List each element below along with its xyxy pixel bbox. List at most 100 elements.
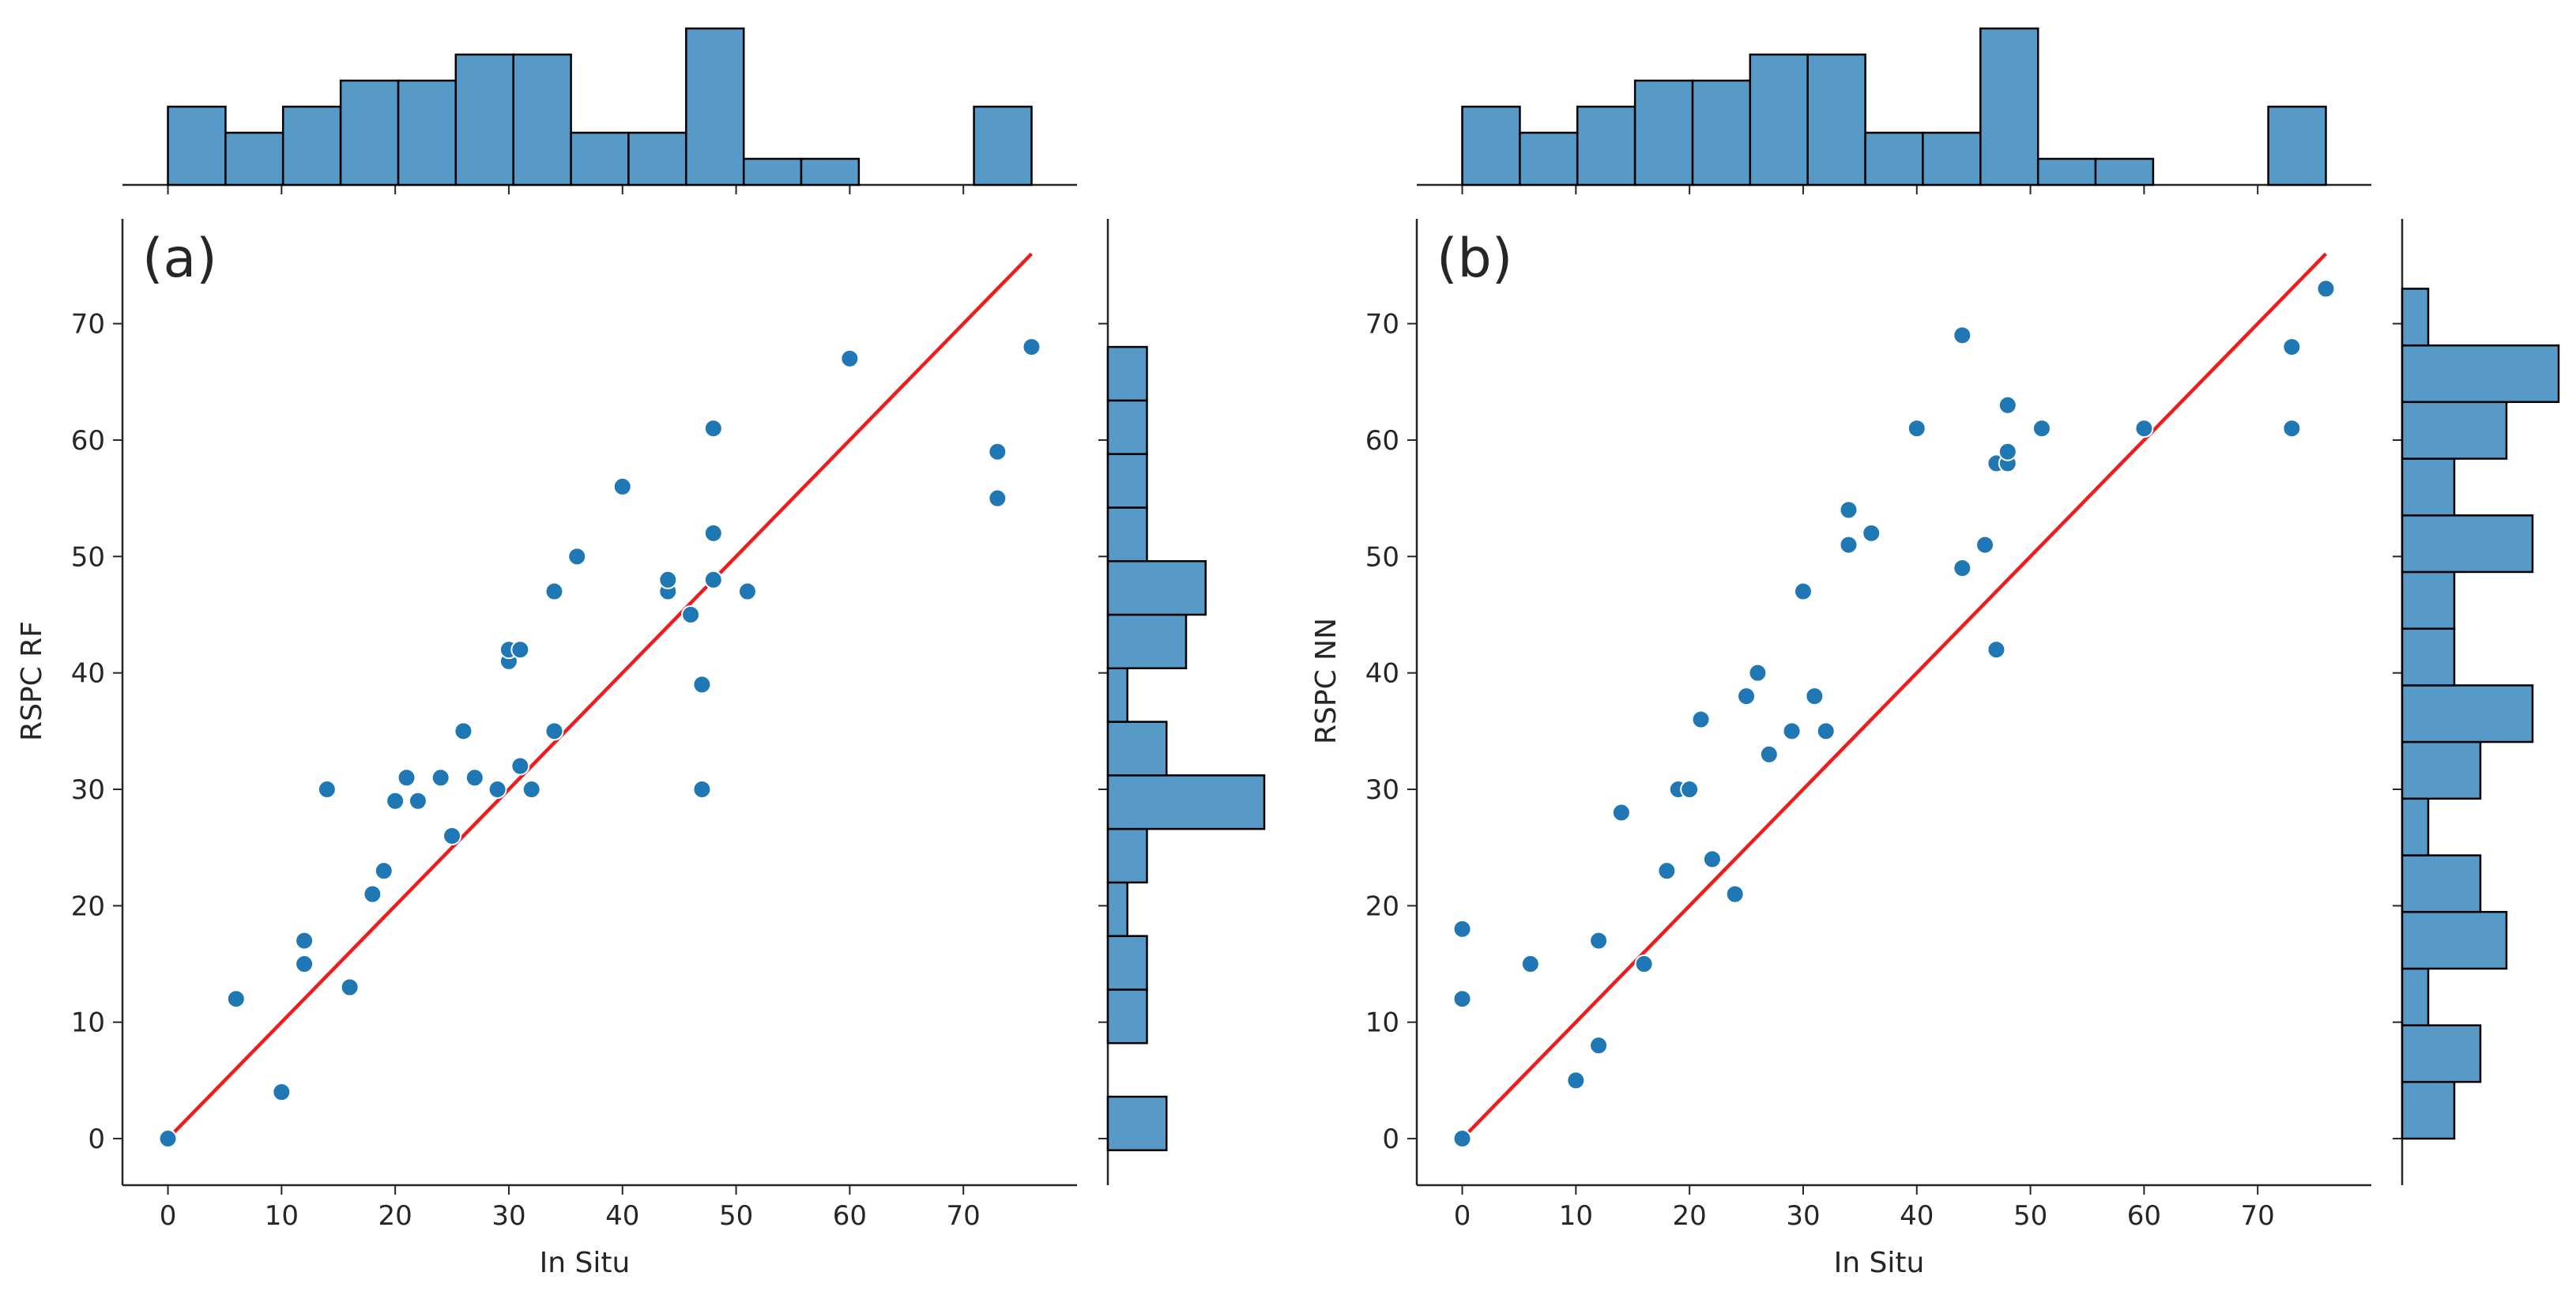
data-point — [612, 476, 632, 496]
y-tick-label: 40 — [1365, 658, 1399, 690]
right-hist-bar — [1106, 667, 1128, 723]
panel-b-plot-area: 0 10 20 30 40 50 60 70 0 10 20 30 40 50 60 70 — [1365, 219, 2371, 1232]
data-point — [1452, 989, 1472, 1009]
top-hist-bar — [1806, 53, 1866, 186]
x-tick-label: 20 — [1673, 1200, 1707, 1232]
data-point — [1839, 500, 1859, 520]
data-point — [374, 861, 394, 881]
right-hist-bar — [2401, 740, 2482, 800]
x-tick-label: 10 — [265, 1200, 299, 1232]
right-hist-bar — [2401, 570, 2456, 630]
data-point — [431, 768, 450, 788]
top-hist-bar — [2094, 157, 2155, 186]
panel-a-x-axis-label: In Situ — [540, 1247, 631, 1279]
panel-b-x-axis-label: In Situ — [1834, 1247, 1925, 1279]
data-point — [1805, 687, 1825, 706]
data-point — [1725, 884, 1745, 904]
data-point — [226, 989, 246, 1009]
top-hist-bar — [454, 53, 514, 186]
data-point — [1987, 640, 2006, 660]
top-hist-bar — [1633, 79, 1694, 186]
y-tick-label: 70 — [71, 309, 105, 341]
data-point — [1748, 663, 1768, 683]
data-point — [1953, 559, 1972, 578]
data-point — [988, 442, 1007, 461]
data-point — [692, 780, 712, 800]
top-hist-bar — [512, 53, 572, 186]
right-hist-bar — [1106, 453, 1148, 509]
right-hist-bar — [1106, 881, 1128, 937]
top-hist-bar — [339, 79, 400, 186]
top-hist-bar — [397, 79, 458, 186]
data-point — [703, 570, 723, 589]
top-hist-bar — [685, 27, 745, 186]
x-tick-label: 0 — [1454, 1200, 1471, 1232]
data-point — [2282, 337, 2302, 357]
data-point — [840, 348, 860, 368]
panel-a-top-histogram — [122, 27, 1077, 194]
data-point — [1975, 535, 1995, 555]
panel-a-y-axis-label: RSPC RF — [16, 621, 48, 741]
x-tick-label: 50 — [719, 1200, 753, 1232]
right-hist-bar — [2401, 1081, 2456, 1140]
data-point — [1793, 582, 1813, 601]
x-tick-label: 50 — [2013, 1200, 2047, 1232]
data-point — [2282, 419, 2302, 439]
data-point — [544, 721, 564, 741]
y-tick-label: 20 — [71, 890, 105, 922]
data-point — [2316, 279, 2336, 299]
data-point — [1611, 803, 1631, 823]
data-point — [1702, 849, 1722, 869]
data-point — [1839, 535, 1859, 555]
y-tick-label: 50 — [71, 541, 105, 573]
top-hist-bar — [2267, 105, 2327, 186]
x-tick-label: 10 — [1559, 1200, 1593, 1232]
right-hist-bar — [1106, 935, 1148, 991]
right-hist-bar — [1106, 774, 1266, 830]
x-tick-label: 60 — [833, 1200, 867, 1232]
x-tick-label: 70 — [2241, 1200, 2275, 1232]
x-tick-label: 0 — [160, 1200, 177, 1232]
right-hist-bar — [2401, 1024, 2482, 1083]
data-point — [1862, 523, 1881, 543]
top-hist-bar — [1691, 79, 1752, 186]
panel-b-label: (b) — [1437, 228, 1512, 290]
data-point — [2134, 419, 2154, 439]
data-point — [1691, 710, 1711, 729]
right-hist-bar — [1106, 988, 1148, 1045]
right-hist-bar — [2401, 288, 2430, 347]
data-point — [1759, 744, 1779, 764]
top-hist-bar — [627, 131, 687, 186]
top-hist-bar — [973, 105, 1033, 186]
data-point — [1998, 442, 2017, 461]
y-tick-label: 10 — [1365, 1007, 1399, 1039]
x-tick-label: 30 — [491, 1200, 525, 1232]
data-point — [158, 1129, 178, 1149]
data-point — [1589, 1036, 1609, 1056]
y-tick-label: 30 — [1365, 774, 1399, 806]
data-point — [703, 523, 723, 543]
top-hist-bar — [281, 105, 342, 186]
data-point — [1452, 1129, 1472, 1149]
data-point — [363, 884, 382, 904]
data-point — [397, 768, 416, 788]
data-point — [692, 675, 712, 695]
x-tick-label: 40 — [605, 1200, 639, 1232]
y-tick-label: 0 — [88, 1124, 105, 1155]
top-hist-bar — [1461, 105, 1521, 186]
data-point — [1998, 395, 2017, 415]
right-hist-bar — [1106, 721, 1168, 777]
top-hist-bar — [1749, 53, 1809, 186]
data-point — [1520, 954, 1540, 974]
panel-b: 0 10 20 30 40 50 60 70 0 10 20 30 40 50 60 70 (b) In Si… — [1310, 27, 2560, 1279]
right-hist-bar — [2401, 684, 2534, 743]
top-hist-bar — [1979, 27, 2039, 186]
data-point — [1657, 861, 1677, 881]
top-hist-bar — [1922, 131, 1982, 186]
identity-line — [1460, 252, 2328, 1140]
panel-b-y-axis-label: RSPC NN — [1310, 618, 1343, 744]
right-hist-bar — [1106, 559, 1207, 616]
y-tick-label: 0 — [1382, 1124, 1399, 1155]
x-tick-label: 70 — [947, 1200, 981, 1232]
